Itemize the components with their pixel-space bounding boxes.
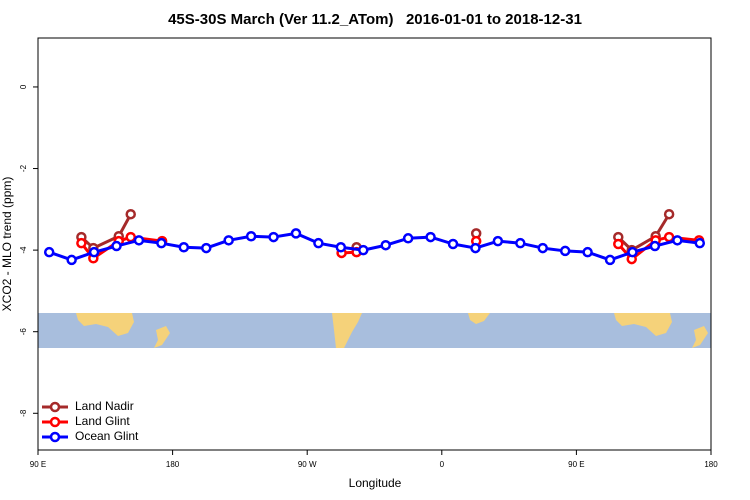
data-point [425,231,436,243]
y-axis-label: XCO2 - MLO trend (ppm) [0,177,14,312]
data-point [470,242,481,254]
data-point [537,242,548,254]
data-point [88,246,100,258]
data-point [613,238,624,250]
data-point [335,242,347,253]
data-point [111,240,122,252]
data-point [133,235,145,246]
data-point [125,231,136,243]
x-tick-label: 90 E [568,460,584,469]
y-tick-label: -4 [19,246,28,254]
data-point [447,238,459,250]
x-tick-label: 0 [440,460,445,469]
data-point [76,237,87,249]
data-point [627,246,638,258]
series-line [80,235,700,261]
data-point [313,237,324,249]
x-tick-label: 90 E [30,460,46,469]
data-point [223,235,234,246]
x-tick-label: 180 [704,460,718,469]
data-point [582,246,593,258]
plot-frame [37,37,712,451]
data-point [358,244,369,256]
legend-marker [49,401,61,413]
data-point [178,242,190,253]
map-strip [38,313,711,348]
data-point [245,230,257,242]
data-point [201,242,212,254]
series-line [48,231,700,262]
series-line [80,213,671,252]
data-point [156,237,167,249]
x-tick-label: 90 W [298,460,317,469]
data-point [66,254,77,266]
y-tick-label: -8 [19,409,28,417]
data-point [672,235,683,246]
data-point [43,246,55,258]
data-point [663,208,675,220]
x-tick-label: 180 [166,460,180,469]
data-point [604,254,616,266]
data-point [268,231,279,243]
legend-label: Land Nadir [75,399,134,413]
data-point [559,245,571,257]
data-point [402,233,414,244]
legend-marker [49,431,61,443]
data-point [125,208,136,220]
data-point [663,231,675,243]
data-point [515,237,526,249]
y-tick-label: -6 [19,328,28,336]
chart-title: 45S-30S March (Ver 11.2_ATom) 2016-01-01… [168,11,582,28]
data-point [492,235,504,247]
legend-marker [49,416,61,428]
data-point [694,237,706,249]
x-axis-label: Longitude [349,476,402,490]
data-point [649,240,661,252]
y-tick-label: -2 [19,164,28,172]
data-point [380,239,391,251]
y-tick-label: 0 [19,84,28,89]
legend-label: Ocean Glint [75,429,139,443]
data-point [290,228,302,239]
legend-label: Land Glint [75,414,130,428]
